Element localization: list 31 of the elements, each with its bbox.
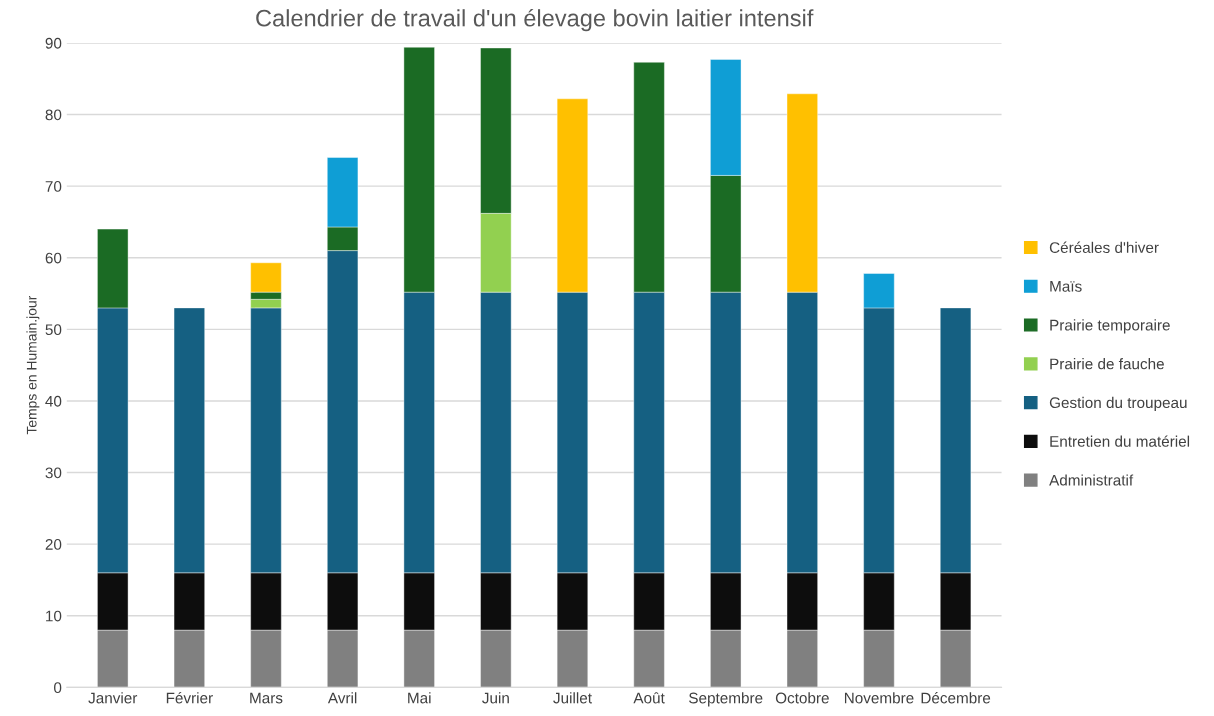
x-tick-label: Novembre — [844, 692, 914, 704]
legend-label: Maïs — [1050, 281, 1082, 292]
x-tick-label: Juillet — [553, 692, 592, 704]
legend-label: Prairie temporaire — [1050, 319, 1170, 334]
y-tick-label: 10 — [46, 610, 62, 622]
y-tick-label: 50 — [45, 324, 62, 336]
x-tick-label: Septembre — [689, 692, 763, 707]
y-tick-label: 30 — [45, 467, 62, 479]
y-tick-label: 40 — [45, 395, 62, 407]
x-tick-label: Décembre — [921, 692, 991, 704]
x-tick-label: Mars — [250, 692, 283, 704]
y-axis-title: Temps en Humain.jour — [26, 295, 40, 435]
y-tick-label: 80 — [45, 109, 62, 121]
x-tick-label: Mai — [408, 692, 431, 704]
y-tick-label: 90 — [45, 37, 62, 49]
legend-label: Céréales d'hiver — [1049, 241, 1159, 253]
y-tick-label: 0 — [54, 682, 62, 694]
legend-label: Entretien du matériel — [1050, 435, 1190, 447]
x-tick-label: Janvier — [88, 692, 138, 704]
x-tick-label: Août — [633, 692, 665, 704]
x-tick-label: Juin — [482, 692, 509, 704]
y-tick-label: 70 — [45, 181, 62, 192]
y-tick-label: 20 — [45, 539, 62, 550]
y-tick-label: 60 — [45, 252, 62, 264]
x-tick-label: Février — [166, 692, 213, 704]
legend-label: Administratif — [1049, 474, 1134, 486]
legend-label: Gestion du troupeau — [1049, 396, 1187, 412]
chart-title: Calendrier de travail d'un élevage bovin laitier intensif — [256, 8, 814, 32]
legend-label: Prairie de fauche — [1050, 358, 1164, 370]
x-tick-label: Avril — [327, 692, 357, 704]
x-tick-label: Octobre — [775, 692, 829, 704]
